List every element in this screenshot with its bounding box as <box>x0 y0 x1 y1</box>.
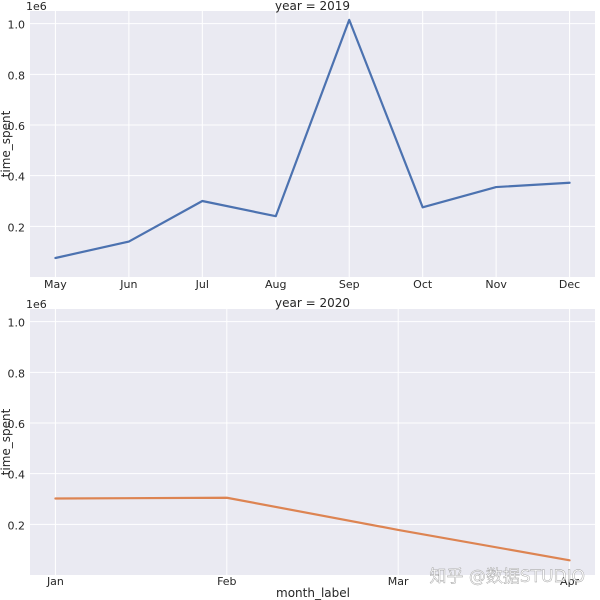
x-tick-label: Oct <box>413 278 433 291</box>
x-tick-label: Aug <box>265 278 286 291</box>
y-tick-label: 1.0 <box>8 317 26 330</box>
chart-title: year = 2020 <box>275 296 350 310</box>
series-line <box>54 496 571 562</box>
y-tick-label: 0.4 <box>8 171 26 184</box>
x-tick-label: May <box>44 278 67 291</box>
x-tick-label: Feb <box>217 575 236 588</box>
y-offset-label: 1e6 <box>26 0 47 13</box>
y-tick-label: 0.6 <box>8 418 26 431</box>
x-tick-label: Jan <box>46 575 64 588</box>
plot-area <box>30 11 595 277</box>
y-tick-label: 1.0 <box>8 19 26 32</box>
y-tick-label: 0.8 <box>8 69 26 82</box>
x-tick-label: Apr <box>560 575 580 588</box>
y-tick-label: 0.2 <box>8 221 26 234</box>
x-tick-label: Dec <box>559 278 580 291</box>
y-tick-label: 0.8 <box>8 367 26 380</box>
y-axis-label: time_spent <box>0 110 13 177</box>
x-tick-label: Jun <box>119 278 137 291</box>
x-axis-label: month_label <box>276 586 350 600</box>
y-offset-label: 1e6 <box>26 298 47 311</box>
subplot-2020: 0.2 0.4 0.6 0.8 1.0 Jan Feb Mar Apr year = 2020 1e… <box>0 296 595 600</box>
x-tick-label: Nov <box>485 278 507 291</box>
y-tick-label: 0.6 <box>8 120 26 133</box>
subplot-2019: 0.2 0.4 0.6 0.8 1.0 May Jun Jul Aug Sep Oct Nov Dec y… <box>0 0 595 291</box>
x-tick-label: Sep <box>339 278 360 291</box>
y-tick-label: 0.4 <box>8 469 26 482</box>
series-line <box>54 18 571 260</box>
x-tick-label: Jul <box>195 278 209 291</box>
watermark: 知乎 @数据STUDIO <box>429 567 585 587</box>
y-tick-label: 0.2 <box>8 519 26 532</box>
x-tick-label: Mar <box>388 575 409 588</box>
y-axis-label: time_spent <box>0 408 13 475</box>
plot-area <box>30 309 595 575</box>
chart-title: year = 2019 <box>275 0 350 13</box>
